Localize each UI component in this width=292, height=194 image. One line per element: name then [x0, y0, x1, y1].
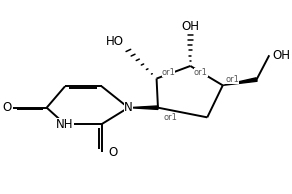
Text: OH: OH [181, 20, 199, 33]
Text: HO: HO [106, 35, 124, 48]
Text: O: O [2, 101, 11, 114]
Text: N: N [124, 101, 133, 114]
Text: OH: OH [272, 49, 290, 62]
Text: or1: or1 [162, 68, 175, 77]
Text: or1: or1 [225, 75, 239, 84]
Text: O: O [109, 146, 118, 159]
Text: or1: or1 [163, 113, 177, 122]
Text: or1: or1 [194, 68, 208, 76]
Polygon shape [223, 78, 257, 85]
Text: NH: NH [56, 118, 74, 131]
Polygon shape [128, 106, 158, 109]
